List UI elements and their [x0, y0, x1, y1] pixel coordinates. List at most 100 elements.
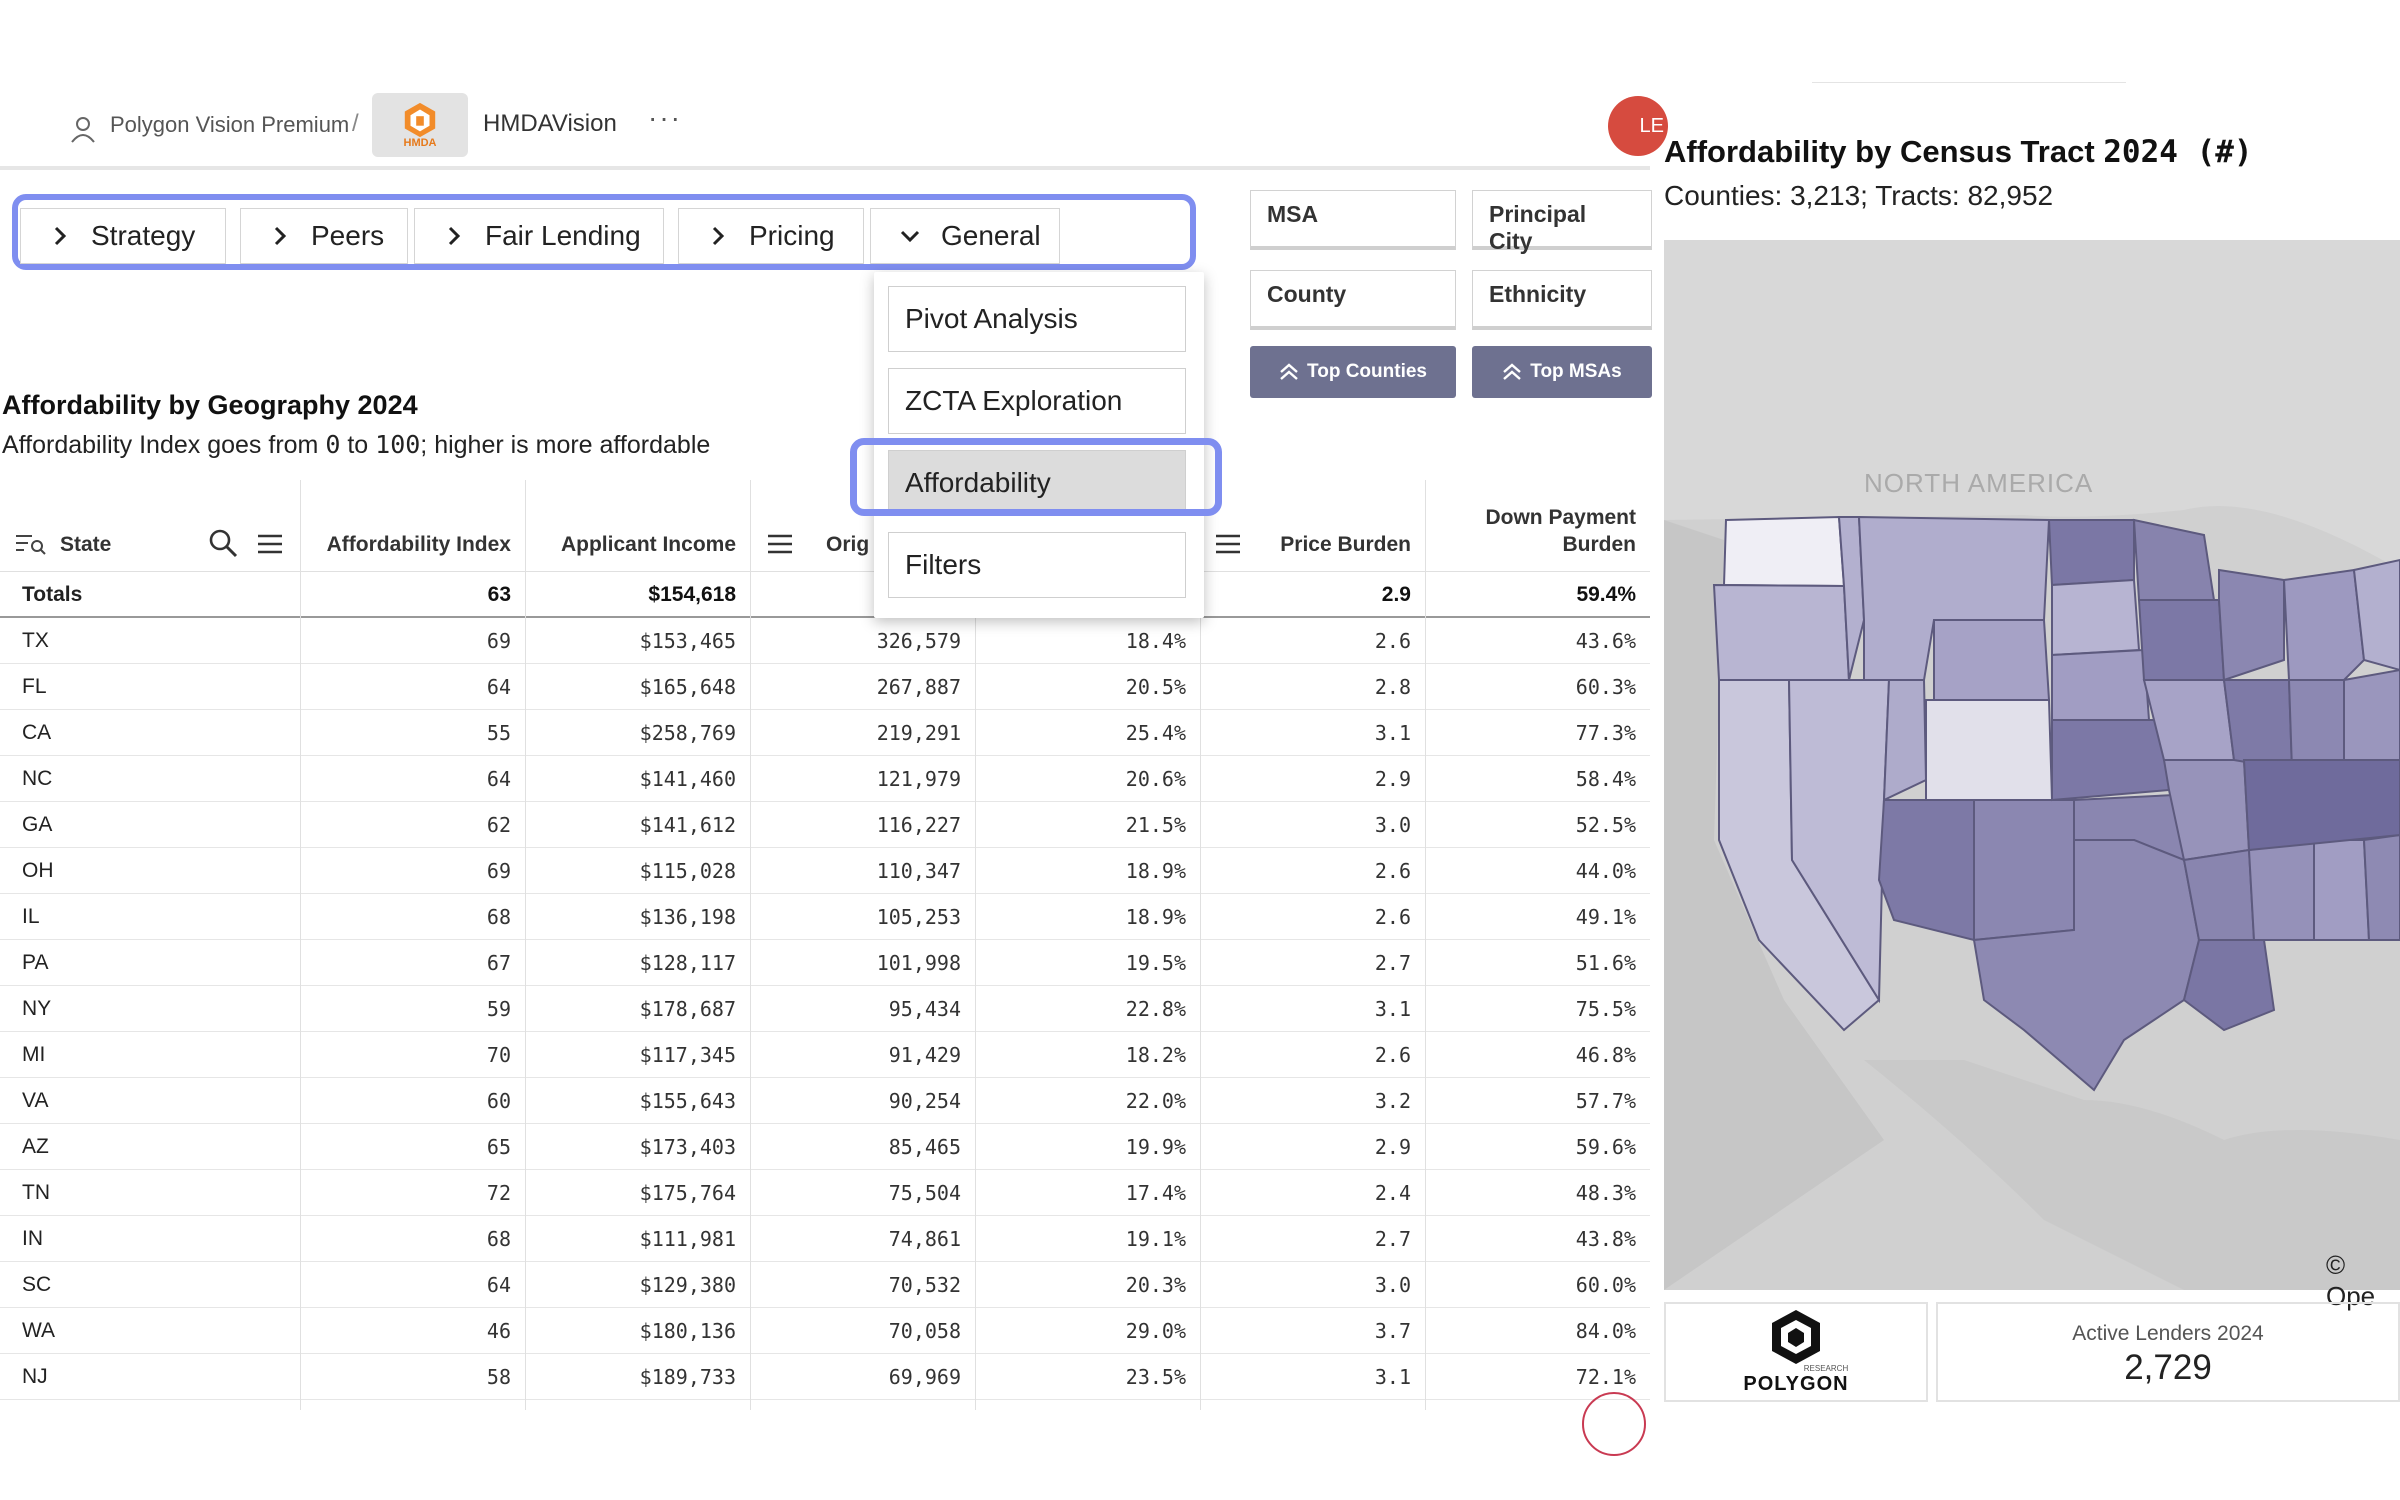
table-header: State Affordability Index Applicant Inco…	[0, 480, 1650, 572]
cell-price: 2.6	[1374, 905, 1411, 929]
scroll-indicator[interactable]	[1582, 1392, 1646, 1456]
kpi-value: 2,729	[2124, 1348, 2212, 1387]
cell-income: $153,465	[639, 629, 736, 653]
table-row[interactable]: NJ 58 $189,733 69,969 23.5% 3.1 72.1%	[0, 1354, 1650, 1400]
app-logo[interactable]: HMDA	[372, 93, 468, 157]
cell-pct: 29.0%	[1125, 1319, 1186, 1343]
table-row[interactable]: GA 62 $141,612 116,227 21.5% 3.0 52.5%	[0, 802, 1650, 848]
table-row[interactable]: PA 67 $128,117 101,998 19.5% 2.7 51.6%	[0, 940, 1650, 986]
app-logo-label: HMDA	[403, 137, 437, 149]
col-state[interactable]: State	[0, 480, 300, 572]
cell-state: TX	[22, 629, 49, 652]
menu-item-filters[interactable]: Filters	[888, 532, 1186, 598]
cell-index: 65	[486, 1135, 511, 1159]
filter-ethnicity[interactable]: Ethnicity	[1472, 270, 1652, 330]
top-counties-button[interactable]: Top Counties	[1250, 346, 1456, 398]
cell-income: $117,345	[639, 1043, 736, 1067]
table-row[interactable]: TX 69 $153,465 326,579 18.4% 2.6 43.6%	[0, 618, 1650, 664]
col-originations-label: Orig	[826, 533, 870, 556]
menu-item-zcta-exploration[interactable]: ZCTA Exploration	[888, 368, 1186, 434]
filter-county[interactable]: County	[1250, 270, 1456, 330]
table-row[interactable]: NY 59 $178,687 95,434 22.8% 3.1 75.5%	[0, 986, 1650, 1032]
cell-orig: 110,347	[876, 859, 961, 883]
census-tract-map[interactable]: NORTH AMERICA	[1664, 240, 2400, 1290]
filter-msa[interactable]: MSA	[1250, 190, 1456, 250]
map-attribution[interactable]: © Ope	[2326, 1250, 2376, 1311]
polygon-logo-icon	[1772, 1310, 1820, 1364]
cell-index: 68	[486, 905, 511, 929]
cell-state: IL	[22, 905, 40, 928]
cell-state: AZ	[22, 1135, 49, 1158]
menu-item-affordability[interactable]: Affordability	[888, 450, 1186, 516]
chevron-right-icon	[54, 226, 67, 246]
cell-income: $111,981	[639, 1227, 736, 1251]
table-row[interactable]: NC 64 $141,460 121,979 20.6% 2.9 58.4%	[0, 756, 1650, 802]
cell-income: $141,612	[639, 813, 736, 837]
more-menu-icon[interactable]: ···	[648, 102, 682, 133]
chevron-right-icon	[274, 226, 287, 246]
table-row[interactable]: MI 70 $117,345 91,429 18.2% 2.6 46.8%	[0, 1032, 1650, 1078]
header-divider	[0, 166, 1650, 170]
col-divider	[1425, 480, 1426, 1410]
tab-pricing[interactable]: Pricing	[678, 208, 864, 264]
cell-pct: 22.8%	[1125, 997, 1186, 1021]
cell-pct: 18.9%	[1125, 859, 1186, 883]
table-row[interactable]: IN 68 $111,981 74,861 19.1% 2.7 43.8%	[0, 1216, 1650, 1262]
cell-price: 3.2	[1374, 1089, 1411, 1113]
table-row[interactable]: WA 46 $180,136 70,058 29.0% 3.7 84.0%	[0, 1308, 1650, 1354]
tab-general[interactable]: General	[870, 208, 1060, 264]
menu-icon[interactable]	[766, 532, 794, 556]
chevron-right-icon	[448, 226, 461, 246]
cell-orig: 70,058	[888, 1319, 961, 1343]
cell-orig: 90,254	[888, 1089, 961, 1113]
cell-state: WA	[22, 1319, 56, 1342]
table-row[interactable]: OH 69 $115,028 110,347 18.9% 2.6 44.0%	[0, 848, 1650, 894]
cell-orig: 116,227	[876, 813, 961, 837]
cell-pct: 19.1%	[1125, 1227, 1186, 1251]
cell-index: 63	[487, 583, 511, 606]
table-row[interactable]: FL 64 $165,648 267,887 20.5% 2.8 60.3%	[0, 664, 1650, 710]
kpi-label: Active Lenders 2024	[2072, 1322, 2264, 1345]
table-row[interactable]: SC 64 $129,380 70,532 20.3% 3.0 60.0%	[0, 1262, 1650, 1308]
cell-orig: 121,979	[876, 767, 961, 791]
menu-item-pivot-analysis[interactable]: Pivot Analysis	[888, 286, 1186, 352]
top-msas-button[interactable]: Top MSAs	[1472, 346, 1652, 398]
cell-down: 43.6%	[1575, 629, 1636, 653]
cell-index: 72	[486, 1181, 511, 1205]
cell-index: 62	[486, 813, 511, 837]
tab-label: Peers	[311, 220, 385, 251]
breadcrumb-space[interactable]: Polygon Vision Premium	[110, 112, 350, 137]
tab-fair-lending[interactable]: Fair Lending	[414, 208, 664, 264]
table-row[interactable]: CA 55 $258,769 219,291 25.4% 3.1 77.3%	[0, 710, 1650, 756]
col-down-payment-burden[interactable]: Down Payment Burden	[1425, 480, 1650, 572]
cell-state: CA	[22, 721, 52, 744]
table-row[interactable]: TN 72 $175,764 75,504 17.4% 2.4 48.3%	[0, 1170, 1650, 1216]
tab-peers[interactable]: Peers	[240, 208, 408, 264]
cell-index: 67	[486, 951, 511, 975]
search-icon[interactable]	[208, 528, 238, 558]
cell-index: 60	[486, 1089, 511, 1113]
table-row[interactable]: VA 60 $155,643 90,254 22.0% 3.2 57.7%	[0, 1078, 1650, 1124]
cell-pct: 22.0%	[1125, 1089, 1186, 1113]
cell-pct: 17.4%	[1125, 1181, 1186, 1205]
user-avatar[interactable]: LE	[1608, 96, 1668, 156]
polygon-logo: RESEARCH POLYGON	[1664, 1302, 1928, 1402]
col-applicant-income[interactable]: Applicant Income	[560, 533, 736, 556]
menu-icon[interactable]	[1214, 532, 1242, 556]
cell-pct: 21.5%	[1125, 813, 1186, 837]
tab-strategy[interactable]: Strategy	[20, 208, 226, 264]
table-row[interactable]: IL 68 $136,198 105,253 18.9% 2.6 49.1%	[0, 894, 1650, 940]
cell-state: GA	[22, 813, 53, 836]
col-originations[interactable]: Orig	[750, 480, 975, 572]
menu-icon[interactable]	[256, 532, 284, 556]
col-affordability-index[interactable]: Affordability Index	[326, 533, 511, 556]
cell-pct: 20.5%	[1125, 675, 1186, 699]
cell-income: $165,648	[639, 675, 736, 699]
col-price-burden[interactable]: Price Burden	[1200, 480, 1425, 572]
cell-down: 60.3%	[1575, 675, 1636, 699]
table-title: Affordability by Geography 2024	[2, 390, 418, 420]
table-row[interactable]: AZ 65 $173,403 85,465 19.9% 2.9 59.6%	[0, 1124, 1650, 1170]
filter-principal-city[interactable]: Principal City	[1472, 190, 1652, 254]
app-name[interactable]: HMDAVision	[483, 110, 617, 137]
